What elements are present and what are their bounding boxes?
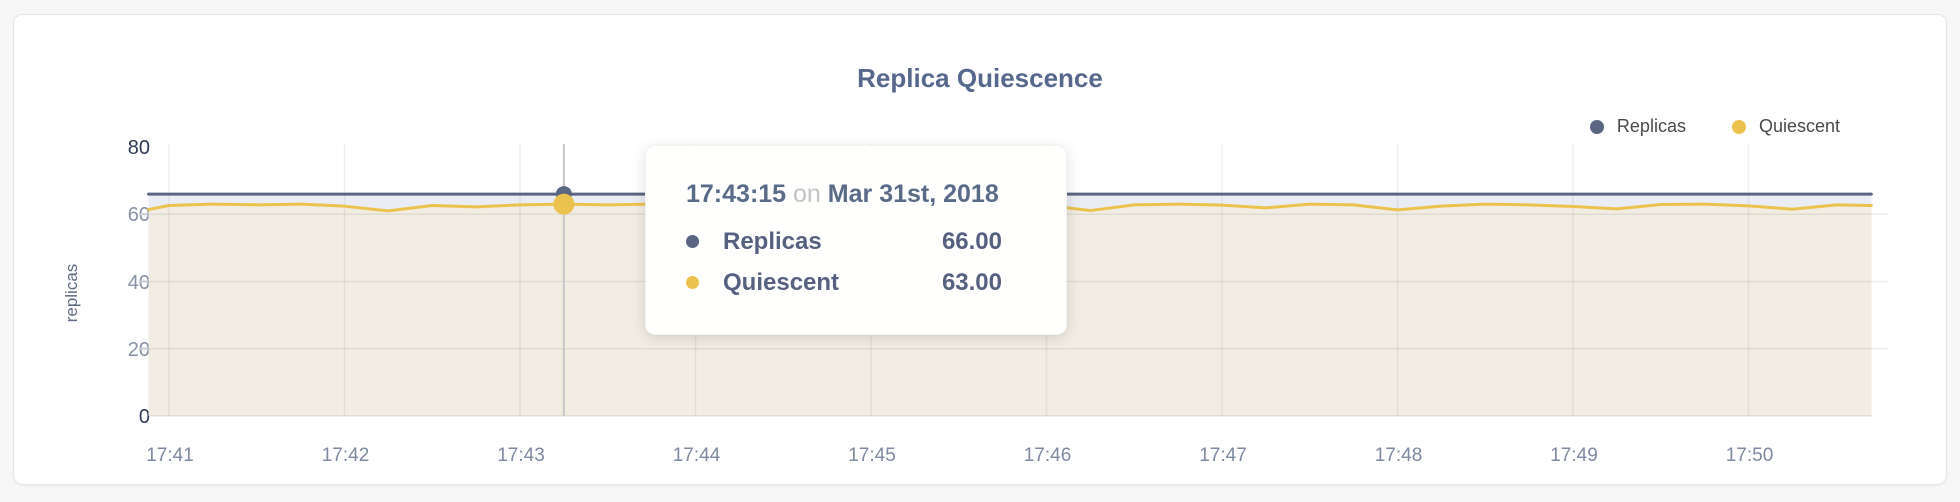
legend-label-replicas: Replicas bbox=[1616, 116, 1686, 136]
tooltip-series-name: Quiescent bbox=[723, 268, 840, 296]
replicas-dot-icon bbox=[1589, 119, 1604, 134]
x-tick-label: 17:43 bbox=[497, 445, 545, 466]
tooltip-date: Mar 31st, 2018 bbox=[827, 180, 999, 208]
legend-item-quiescent[interactable]: Quiescent bbox=[1731, 116, 1840, 137]
y-tick-label: 0 bbox=[138, 406, 150, 428]
legend-item-replicas[interactable]: Replicas bbox=[1589, 116, 1686, 137]
y-tick-label: 20 bbox=[127, 338, 150, 361]
hover-tooltip: 17:43:15 on Mar 31st, 2018 Replicas 66.0… bbox=[645, 145, 1067, 335]
x-tick-label: 17:42 bbox=[321, 445, 370, 466]
y-tick-label: 40 bbox=[127, 271, 150, 294]
x-tick-label: 17:41 bbox=[146, 445, 194, 466]
x-tick-label: 17:46 bbox=[1023, 445, 1072, 466]
tooltip-on-word: on bbox=[793, 180, 821, 208]
x-tick-label: 17:49 bbox=[1550, 445, 1598, 466]
x-tick-label: 17:47 bbox=[1199, 445, 1247, 466]
chart-title: Replica Quiescence bbox=[857, 63, 1103, 93]
quiescent-dot-icon bbox=[686, 276, 699, 289]
quiescent-highlight-dot bbox=[553, 193, 575, 215]
legend: Replicas Quiescent bbox=[1589, 116, 1840, 137]
legend-label-quiescent: Quiescent bbox=[1758, 116, 1840, 136]
tooltip-time: 17:43:15 bbox=[686, 180, 787, 208]
y-tick-label: 80 bbox=[127, 137, 150, 159]
y-tick-label: 60 bbox=[127, 204, 150, 227]
x-tick-label: 17:44 bbox=[672, 445, 721, 466]
tooltip-series-value: 63.00 bbox=[941, 268, 1002, 296]
tooltip-header: 17:43:15 on Mar 31st, 2018 bbox=[686, 180, 1002, 209]
replicas-dot-icon bbox=[686, 235, 699, 248]
x-tick-label: 17:48 bbox=[1374, 445, 1423, 466]
tooltip-series-name: Replicas bbox=[723, 227, 822, 255]
x-tick-label: 17:45 bbox=[848, 445, 896, 466]
tooltip-series-value: 66.00 bbox=[941, 227, 1002, 255]
quiescent-dot-icon bbox=[1731, 119, 1746, 134]
x-tick-label: 17:50 bbox=[1725, 445, 1774, 466]
tooltip-row-replicas: Replicas 66.00 bbox=[686, 221, 1002, 262]
tooltip-row-quiescent: Quiescent 63.00 bbox=[686, 262, 1002, 303]
